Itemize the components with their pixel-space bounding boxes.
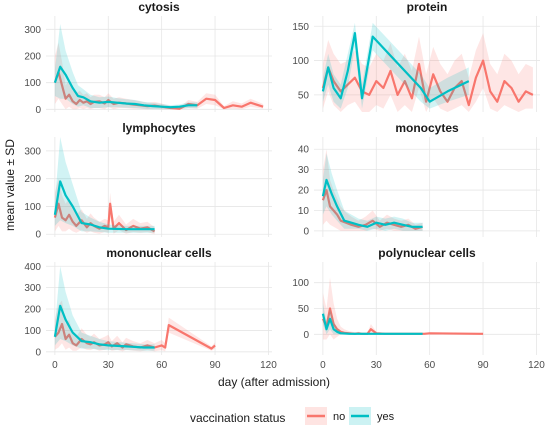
gridlines	[46, 16, 272, 112]
panel-cytosis: cytosis 0 100 200 300	[24, 0, 272, 116]
x-axis-label: day (after admission)	[218, 375, 330, 389]
y-tick-label: 100	[24, 326, 41, 337]
y-tick-label: 200	[24, 52, 41, 63]
plot-area	[53, 266, 216, 352]
sd-ribbon-yes	[322, 153, 423, 231]
panel-title: lymphocytes	[122, 121, 196, 135]
sd-ribbon-no	[322, 149, 423, 231]
legend: vaccination status no yes	[190, 407, 395, 425]
panel-title: mononuclear cells	[106, 246, 212, 260]
panels: cytosis0100200300protein50100150lymphocy…	[24, 0, 545, 371]
y-axis-label: mean value ± SD	[3, 139, 17, 231]
gridlines	[46, 137, 272, 237]
series-line-no	[54, 322, 216, 350]
plot-area	[321, 149, 423, 231]
y-tick-label: 100	[292, 56, 309, 67]
sd-ribbon-yes	[54, 24, 198, 110]
series-line-yes	[53, 304, 155, 349]
y-tick-label: 50	[298, 90, 310, 101]
y-tick-label: 300	[24, 146, 41, 157]
y-tick-label: 200	[24, 174, 41, 185]
y-tick-label: 50	[298, 304, 310, 315]
x-tick-label: 120	[528, 360, 545, 371]
panel-polynuclear-cells: polynuclear cells 0 50 100 0 30 60 90 120	[292, 246, 545, 371]
x-tick-label: 120	[260, 360, 277, 371]
legend-item-yes: yes	[349, 407, 395, 425]
panel-protein: protein 50 100 150	[292, 0, 540, 112]
sd-ribbon-no	[54, 300, 216, 352]
gridlines	[314, 262, 540, 355]
sd-ribbon-yes	[54, 137, 155, 233]
x-tick-label: 60	[156, 360, 168, 371]
x-tick-label: 30	[103, 360, 115, 371]
y-tick-label: 400	[24, 262, 41, 273]
y-tick-label: 300	[24, 25, 41, 36]
legend-label-no: no	[333, 411, 345, 423]
x-tick-label: 90	[477, 360, 489, 371]
legend-item-no: no	[305, 407, 345, 425]
x-tick-label: 30	[371, 360, 383, 371]
x-tick-label: 0	[320, 360, 326, 371]
x-tick-label: 60	[424, 360, 436, 371]
gridlines	[314, 137, 540, 237]
panel-title: monocytes	[395, 121, 459, 135]
series-line-yes	[321, 178, 423, 228]
y-tick-label: 20	[298, 186, 310, 197]
y-tick-label: 0	[35, 105, 41, 116]
y-tick-label: 0	[303, 330, 309, 341]
legend-label-yes: yes	[377, 411, 395, 423]
plot-area	[321, 277, 484, 340]
series-line-yes	[53, 65, 198, 109]
y-tick-label: 0	[303, 226, 309, 237]
y-tick-label: 0	[35, 347, 41, 358]
plot-area	[321, 22, 534, 112]
series-line-no	[321, 307, 484, 335]
series-line-no	[321, 59, 534, 107]
y-tick-label: 100	[24, 78, 41, 89]
series-line-yes	[321, 313, 423, 335]
y-tick-label: 10	[298, 206, 310, 217]
legend-title: vaccination status	[190, 411, 285, 425]
x-tick-label: 90	[209, 360, 221, 371]
y-tick-label: 30	[298, 165, 310, 176]
panel-monocytes: monocytes 0 10 20 30 40	[298, 121, 540, 237]
gridlines	[46, 262, 272, 355]
panel-mononuclear-cells: mononuclear cells 0 100 200 300 400 0 30 60 90 120	[24, 246, 277, 371]
panel-title: cytosis	[138, 0, 180, 14]
sd-ribbon-yes	[54, 266, 155, 351]
series-line-yes	[321, 31, 470, 103]
series-line-yes	[53, 180, 155, 231]
sd-ribbon-no	[322, 33, 533, 112]
panel-lymphocytes: lymphocytes 0 100 200 300	[24, 121, 272, 241]
plot-area	[53, 137, 156, 235]
y-tick-label: 200	[24, 305, 41, 316]
sd-ribbon-yes	[322, 303, 423, 335]
y-tick-label: 100	[24, 202, 41, 213]
y-tick-label: 150	[292, 22, 309, 33]
y-tick-label: 0	[35, 230, 41, 241]
panel-title: protein	[407, 0, 448, 14]
panel-title: polynuclear cells	[378, 246, 476, 260]
plot-area	[53, 24, 264, 110]
y-tick-label: 40	[298, 145, 310, 156]
y-tick-label: 100	[292, 278, 309, 289]
x-tick-label: 0	[52, 360, 58, 371]
y-tick-label: 300	[24, 283, 41, 294]
sd-ribbon-yes	[322, 22, 469, 109]
